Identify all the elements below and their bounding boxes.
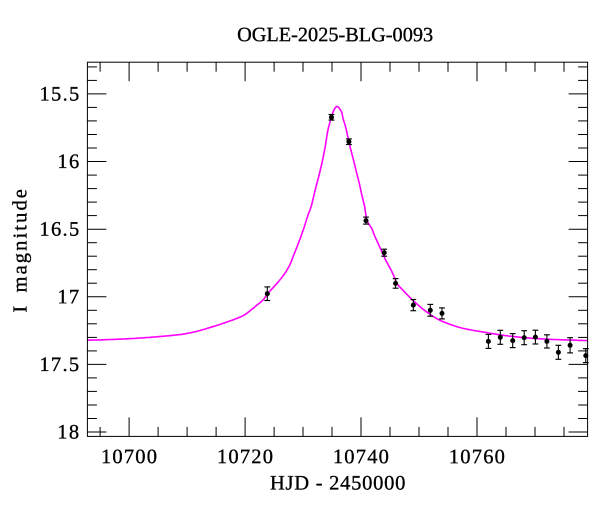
svg-text:10720: 10720 bbox=[217, 446, 274, 468]
svg-text:OGLE-2025-BLG-0093: OGLE-2025-BLG-0093 bbox=[237, 24, 433, 46]
svg-text:10760: 10760 bbox=[449, 446, 506, 468]
svg-text:17: 17 bbox=[57, 286, 80, 308]
svg-text:15.5: 15.5 bbox=[39, 83, 80, 105]
svg-text:I magnitude: I magnitude bbox=[10, 187, 32, 313]
svg-text:HJD - 2450000: HJD - 2450000 bbox=[270, 472, 406, 494]
svg-text:16.5: 16.5 bbox=[39, 219, 80, 241]
svg-text:10700: 10700 bbox=[101, 446, 158, 468]
svg-text:10740: 10740 bbox=[333, 446, 390, 468]
svg-text:18: 18 bbox=[57, 422, 80, 444]
svg-text:17.5: 17.5 bbox=[39, 354, 80, 376]
svg-text:16: 16 bbox=[57, 151, 80, 173]
